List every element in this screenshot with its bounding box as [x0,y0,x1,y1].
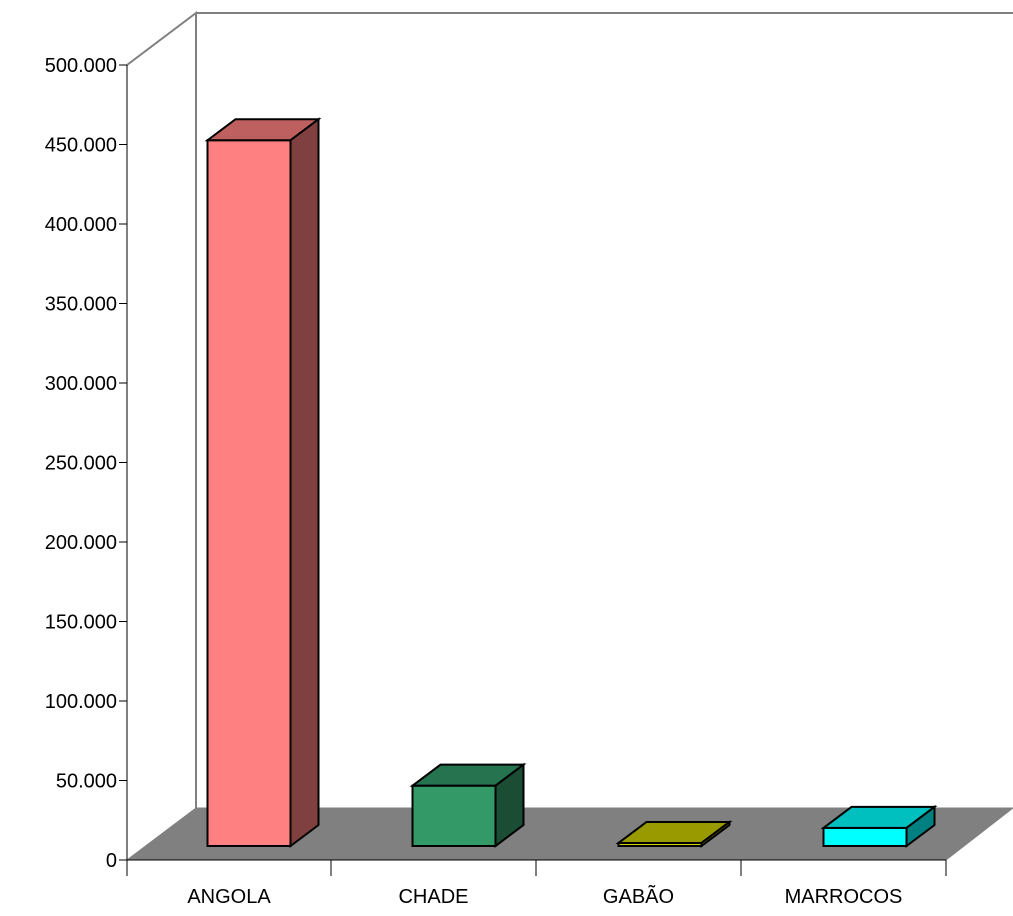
bar-front-face [411,784,497,847]
y-tick-label: 400.000 [45,214,117,236]
bar-side-face [494,762,525,848]
bar-side-face [289,117,320,848]
bar-marrocos [820,804,938,848]
x-axis-labels: ANGOLA CHADE GABÃO MARROCOS [187,884,902,908]
chart-walls [126,10,1013,808]
x-category-label: ANGOLA [187,886,271,908]
bar-chade [409,762,527,848]
bar-front-face [206,139,292,848]
y-tick-label: 0 [106,850,117,872]
y-tick-label: 50.000 [56,771,117,793]
bar-angola [204,117,322,848]
bar-side-face [700,819,731,848]
bar-side-face [905,804,936,848]
x-category-label: MARROCOS [785,886,903,908]
y-tick-label: 350.000 [45,294,117,316]
y-tick-label: 450.000 [45,135,117,157]
y-axis-ticks: 0 50.000 100.000 150.000 200.000 250.000 300.0… [45,55,127,872]
y-tick-label: 100.000 [45,691,117,713]
x-category-label: GABÃO [603,884,674,908]
y-tick-label: 500.000 [45,55,117,77]
left-wall-edge [126,10,197,808]
bar-gabão [615,819,733,848]
y-tick-label: 150.000 [45,612,117,634]
bar-front-face [822,826,908,847]
y-tick-label: 200.000 [45,532,117,554]
y-tick-label: 300.000 [45,373,117,395]
x-category-label: CHADE [398,886,468,908]
y-tick-label: 250.000 [45,453,117,475]
bar-series [204,117,938,848]
